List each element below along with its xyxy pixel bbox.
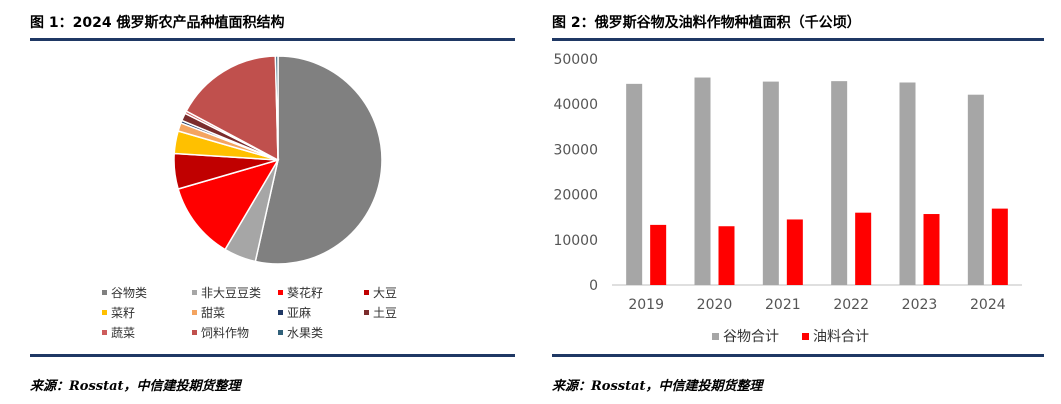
x-tick-label: 2024 xyxy=(970,297,1006,313)
pie-legend-label: 非大豆豆类 xyxy=(201,284,261,301)
pie-source: 来源：Rosstat，中信建投期货整理 xyxy=(30,375,241,394)
pie-legend-label: 水果类 xyxy=(287,324,323,341)
x-tick-label: 2023 xyxy=(902,297,938,313)
bar-grain-2024 xyxy=(968,95,984,285)
bar-oilseed-2023 xyxy=(924,214,940,285)
pie-legend-label: 蔬菜 xyxy=(111,324,135,341)
pie-legend-label: 菜籽 xyxy=(111,304,135,321)
bar-legend-item: 谷物合计 xyxy=(712,326,779,346)
pie-legend-swatch xyxy=(278,330,283,335)
pie-legend-item: 葵花籽 xyxy=(278,284,323,301)
pie-legend-item: 饲料作物 xyxy=(192,324,249,341)
bar-legend-swatch xyxy=(802,333,809,340)
pie-legend-swatch xyxy=(192,330,197,335)
bar-oilseed-2021 xyxy=(787,219,803,285)
bar-grain-2022 xyxy=(831,81,847,285)
pie-panel: 图 1：2024 俄罗斯农产品种植面积结构 谷物类 非大豆豆类 葵花籽 大豆菜籽 甜菜 亚… xyxy=(30,0,515,404)
x-tick-label: 2019 xyxy=(628,297,664,313)
pie-legend-item: 甜菜 xyxy=(192,304,225,321)
pie-legend-item: 水果类 xyxy=(278,324,323,341)
pie-legend-swatch xyxy=(364,290,369,295)
pie-legend-swatch xyxy=(192,310,197,315)
bar-grain-2023 xyxy=(900,83,916,285)
bar-legend-label: 油料合计 xyxy=(813,326,869,346)
pie-chart xyxy=(30,50,515,290)
bar-legend: 谷物合计 油料合计 xyxy=(712,326,1012,346)
y-tick-label: 50000 xyxy=(553,52,598,68)
pie-legend-label: 大豆 xyxy=(373,284,397,301)
x-tick-label: 2021 xyxy=(765,297,801,313)
bar-oilseed-2024 xyxy=(992,209,1008,285)
pie-legend-item: 大豆 xyxy=(364,284,397,301)
bar-source: 来源：Rosstat，中信建投期货整理 xyxy=(552,375,763,394)
pie-legend-label: 亚麻 xyxy=(287,304,311,321)
pie-legend-swatch xyxy=(192,290,197,295)
x-tick-label: 2020 xyxy=(697,297,733,313)
pie-legend-swatch xyxy=(102,290,107,295)
pie-legend-label: 葵花籽 xyxy=(287,284,323,301)
bar-grain-2020 xyxy=(695,78,711,285)
bar-legend-item: 油料合计 xyxy=(802,326,869,346)
pie-legend-item: 土豆 xyxy=(364,304,397,321)
bar-chart: 0 10000 20000 30000 40000 50000 2019 2020 2021 20… xyxy=(552,45,1044,315)
pie-legend-swatch xyxy=(102,330,107,335)
pie-top-rule xyxy=(30,38,515,41)
bar-legend-label: 谷物合计 xyxy=(723,326,779,346)
pie-legend-swatch xyxy=(364,310,369,315)
y-tick-label: 10000 xyxy=(553,233,598,249)
bar-grain-2021 xyxy=(763,82,779,285)
pie-legend-label: 甜菜 xyxy=(201,304,225,321)
y-tick-label: 30000 xyxy=(553,142,598,158)
pie-legend-item: 谷物类 xyxy=(102,284,147,301)
bar-oilseed-2019 xyxy=(650,225,666,285)
y-tick-label: 40000 xyxy=(553,97,598,113)
bar-panel: 图 2：俄罗斯谷物及油料作物种植面积（千公顷） 0 10000 20000 30000… xyxy=(552,0,1044,404)
bar-bottom-rule xyxy=(552,354,1044,357)
pie-legend-swatch xyxy=(278,290,283,295)
pie-legend-item: 非大豆豆类 xyxy=(192,284,261,301)
x-tick-label: 2022 xyxy=(833,297,869,313)
pie-legend-swatch xyxy=(102,310,107,315)
pie-legend-label: 谷物类 xyxy=(111,284,147,301)
y-tick-label: 0 xyxy=(589,278,598,294)
pie-legend-item: 蔬菜 xyxy=(102,324,135,341)
pie-chart-title: 图 1：2024 俄罗斯农产品种植面积结构 xyxy=(30,12,284,32)
pie-bottom-rule xyxy=(30,354,515,357)
pie-legend-label: 土豆 xyxy=(373,304,397,321)
pie-legend-label: 饲料作物 xyxy=(201,324,249,341)
pie-legend: 谷物类 非大豆豆类 葵花籽 大豆菜籽 甜菜 亚麻 土豆蔬菜 饲料作物 水果类 xyxy=(102,284,502,354)
bar-top-rule xyxy=(552,38,1044,41)
bar-oilseed-2022 xyxy=(855,213,871,285)
pie-legend-item: 菜籽 xyxy=(102,304,135,321)
bar-oilseed-2020 xyxy=(719,226,735,285)
pie-legend-item: 亚麻 xyxy=(278,304,311,321)
bar-chart-title: 图 2：俄罗斯谷物及油料作物种植面积（千公顷） xyxy=(552,12,861,32)
bar-legend-swatch xyxy=(712,333,719,340)
y-tick-label: 20000 xyxy=(553,188,598,204)
pie-legend-swatch xyxy=(278,310,283,315)
bar-grain-2019 xyxy=(626,84,642,285)
